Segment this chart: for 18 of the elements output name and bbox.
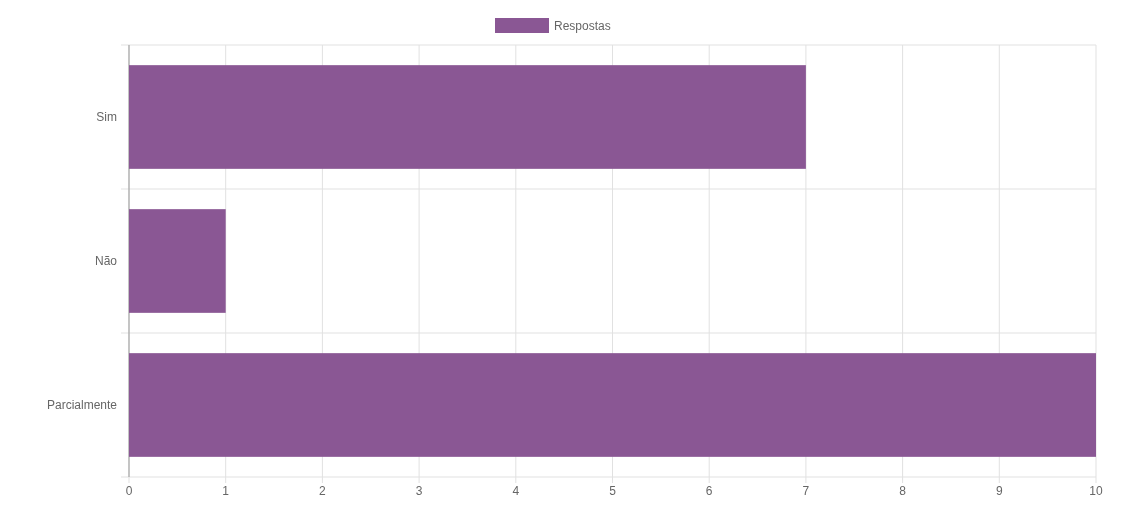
bar xyxy=(129,65,806,169)
y-tick-label: Sim xyxy=(96,110,117,125)
bar xyxy=(129,353,1096,457)
x-tick-label: 8 xyxy=(899,484,907,498)
x-tick-label: 6 xyxy=(705,484,713,498)
x-tick-label: 10 xyxy=(1089,484,1103,498)
x-tick-label: 5 xyxy=(609,484,617,498)
x-tick-label: 2 xyxy=(319,484,327,498)
x-tick-label: 1 xyxy=(222,484,230,498)
y-tick-label: Não xyxy=(94,254,118,269)
x-tick-label: 4 xyxy=(512,484,520,498)
x-tick-label: 9 xyxy=(995,484,1003,498)
x-tick-label: 0 xyxy=(125,484,133,498)
bar xyxy=(129,209,226,313)
x-tick-label: 3 xyxy=(415,484,423,498)
x-tick-label: 7 xyxy=(802,484,810,498)
y-tick-label: Parcialmente xyxy=(46,398,118,413)
legend-label: Respostas xyxy=(554,18,611,33)
